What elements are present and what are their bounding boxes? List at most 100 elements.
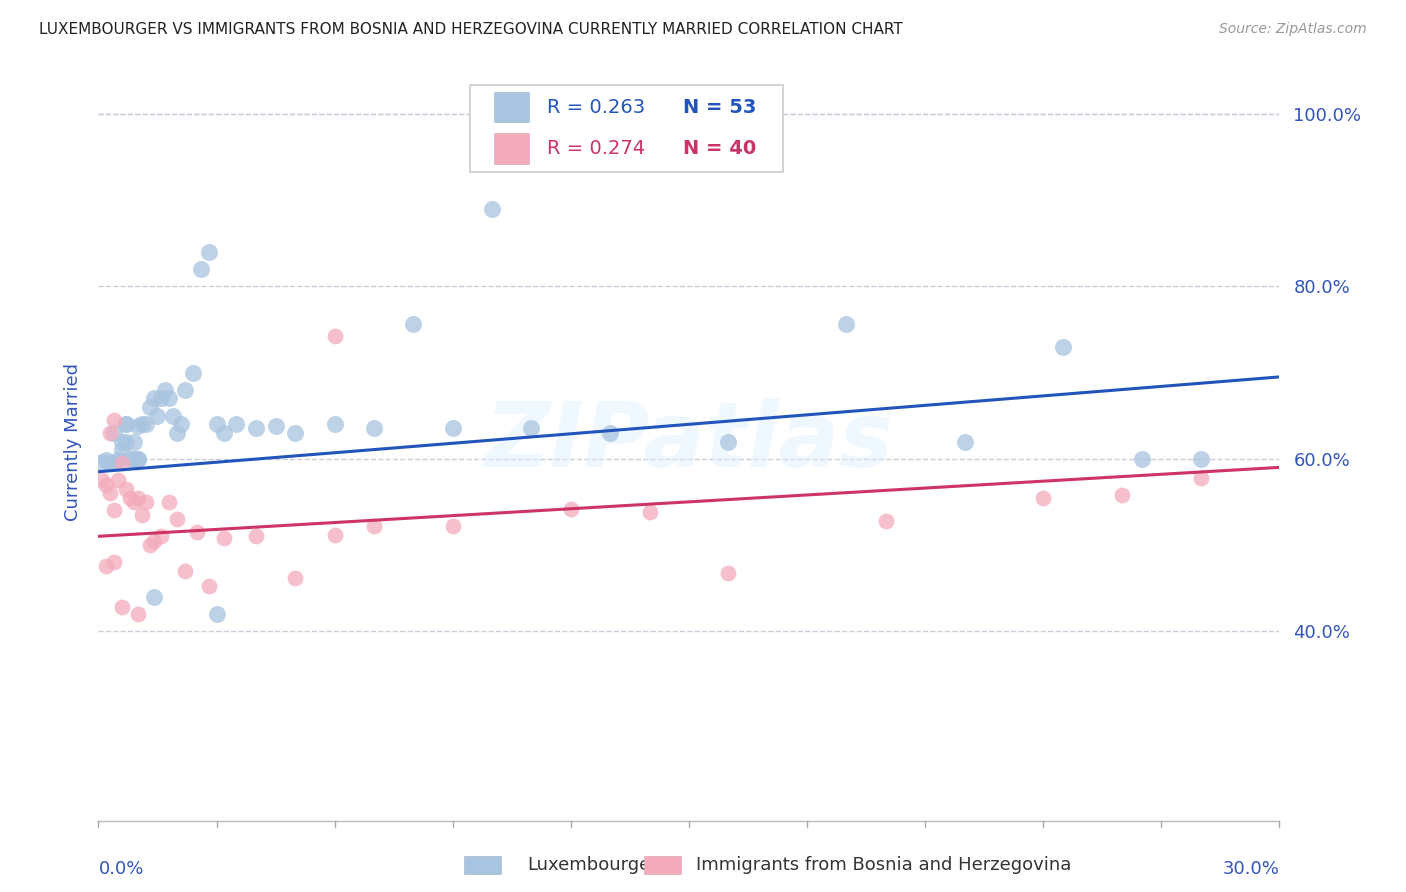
Point xyxy=(190,262,212,277)
Point xyxy=(96,559,118,574)
Point xyxy=(717,566,740,580)
Point xyxy=(363,519,385,533)
Point xyxy=(103,503,125,517)
Point xyxy=(103,413,125,427)
Point xyxy=(103,425,125,440)
Point xyxy=(953,434,976,449)
Text: LUXEMBOURGER VS IMMIGRANTS FROM BOSNIA AND HERZEGOVINA CURRENTLY MARRIED CORRELA: LUXEMBOURGER VS IMMIGRANTS FROM BOSNIA A… xyxy=(39,22,903,37)
Point xyxy=(214,531,236,545)
Text: Luxembourgers: Luxembourgers xyxy=(527,856,668,874)
Point xyxy=(146,409,169,423)
Point xyxy=(150,529,173,543)
Point xyxy=(91,473,114,487)
Point xyxy=(138,400,160,414)
Point xyxy=(441,421,464,435)
Point xyxy=(402,318,425,332)
FancyBboxPatch shape xyxy=(471,85,783,172)
Point xyxy=(96,477,118,491)
Point xyxy=(875,514,897,528)
Point xyxy=(1111,488,1133,502)
Text: N = 53: N = 53 xyxy=(683,97,756,117)
Point xyxy=(363,421,385,435)
Point xyxy=(111,443,134,458)
Text: 30.0%: 30.0% xyxy=(1223,860,1279,878)
Point xyxy=(264,419,287,434)
Point xyxy=(96,453,118,467)
Point xyxy=(142,533,165,548)
Point xyxy=(835,318,858,332)
Text: N = 40: N = 40 xyxy=(683,139,756,158)
Point xyxy=(186,524,208,539)
Text: Source: ZipAtlas.com: Source: ZipAtlas.com xyxy=(1219,22,1367,37)
Point xyxy=(107,453,129,467)
Point xyxy=(131,508,153,522)
Point xyxy=(441,519,464,533)
Point xyxy=(197,245,219,260)
Point xyxy=(150,392,173,406)
Point xyxy=(284,571,307,585)
Point xyxy=(205,417,228,432)
Point xyxy=(127,607,149,621)
Point xyxy=(174,564,197,578)
Point xyxy=(170,417,193,432)
Point xyxy=(111,434,134,449)
Point xyxy=(127,491,149,505)
Point xyxy=(1189,451,1212,466)
Point xyxy=(122,495,145,509)
Point xyxy=(142,392,165,406)
Point xyxy=(127,451,149,466)
Point xyxy=(157,495,180,509)
Point xyxy=(115,417,138,432)
Point xyxy=(111,599,134,614)
Point xyxy=(98,486,121,500)
Text: ZIPatlas: ZIPatlas xyxy=(485,398,893,485)
Point xyxy=(181,366,204,380)
Point xyxy=(520,421,543,435)
Point xyxy=(111,456,134,470)
Point xyxy=(245,529,267,543)
Point xyxy=(115,434,138,449)
Point xyxy=(599,425,621,440)
Text: 0.0%: 0.0% xyxy=(98,860,143,878)
Point xyxy=(1189,471,1212,485)
Point xyxy=(225,417,247,432)
Point xyxy=(115,482,138,496)
Point xyxy=(122,451,145,466)
Point xyxy=(323,417,346,432)
Point xyxy=(103,555,125,569)
Point xyxy=(1052,340,1074,354)
FancyBboxPatch shape xyxy=(494,92,530,122)
Point xyxy=(155,383,177,397)
Point xyxy=(135,495,157,509)
Point xyxy=(245,421,267,435)
Point xyxy=(122,434,145,449)
Point xyxy=(638,505,661,519)
Point xyxy=(214,425,236,440)
Point xyxy=(166,512,188,526)
Point xyxy=(98,456,121,470)
Point xyxy=(157,392,180,406)
Text: Immigrants from Bosnia and Herzegovina: Immigrants from Bosnia and Herzegovina xyxy=(696,856,1071,874)
Point xyxy=(138,538,160,552)
Text: R = 0.274: R = 0.274 xyxy=(547,139,645,158)
FancyBboxPatch shape xyxy=(494,133,530,163)
Point xyxy=(717,434,740,449)
Point xyxy=(1032,491,1054,506)
Text: R = 0.263: R = 0.263 xyxy=(547,97,645,117)
Point xyxy=(98,425,121,440)
Y-axis label: Currently Married: Currently Married xyxy=(63,362,82,521)
Point xyxy=(481,202,503,216)
Point xyxy=(205,607,228,621)
Point xyxy=(560,501,582,516)
Point xyxy=(142,590,165,604)
Point xyxy=(1130,451,1153,466)
Point xyxy=(118,491,141,505)
Point xyxy=(127,451,149,466)
Point xyxy=(135,417,157,432)
Point xyxy=(91,455,114,469)
Point xyxy=(103,455,125,469)
Point xyxy=(174,383,197,397)
Point xyxy=(197,579,219,593)
Point xyxy=(323,527,346,541)
Point xyxy=(323,329,346,343)
